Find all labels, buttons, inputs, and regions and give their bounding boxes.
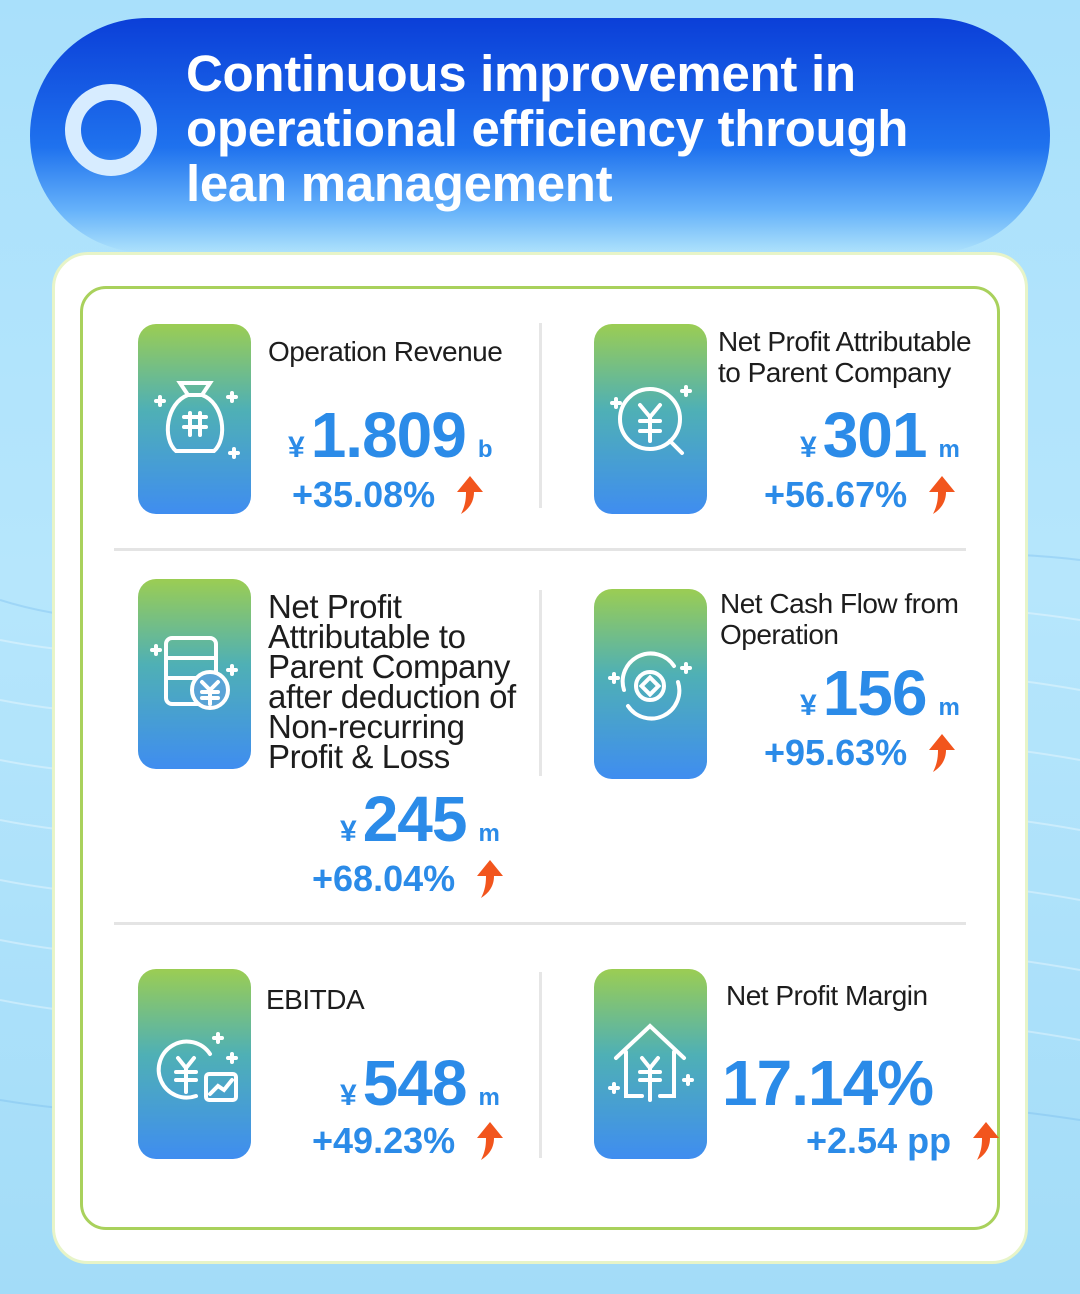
metric-change: +49.23% bbox=[312, 1120, 505, 1162]
row-divider bbox=[114, 548, 966, 551]
money-bag-icon bbox=[138, 324, 251, 514]
metric-value: ¥156 m bbox=[800, 657, 960, 729]
metric-label: Net Profit Attributable to Parent Compan… bbox=[268, 588, 516, 775]
metric-value: ¥301 m bbox=[800, 399, 960, 471]
metric-value: ¥245 m bbox=[340, 783, 500, 855]
page-title: Continuous improvement in operational ef… bbox=[186, 45, 909, 212]
metric-change: +95.63% bbox=[764, 732, 957, 774]
metric-value: ¥548 m bbox=[340, 1047, 500, 1119]
metrics-frame bbox=[80, 286, 1000, 1230]
metric-label: Net Profit Attributable to Parent Compan… bbox=[718, 326, 972, 388]
ring-icon bbox=[65, 84, 157, 176]
metric-value: ¥1.809 b bbox=[288, 399, 493, 471]
up-arrow-icon bbox=[929, 734, 956, 772]
metric-label: EBITDA bbox=[266, 984, 365, 1015]
up-arrow-icon bbox=[929, 476, 956, 514]
up-arrow-icon bbox=[477, 860, 504, 898]
up-arrow-icon bbox=[973, 1122, 1000, 1160]
title-banner bbox=[30, 18, 1050, 253]
metric-value: 17.14% bbox=[722, 1047, 934, 1119]
up-arrow-icon bbox=[457, 476, 484, 514]
row-divider bbox=[114, 922, 966, 925]
column-divider bbox=[539, 323, 542, 508]
metric-label: Net Cash Flow from Operation bbox=[720, 588, 959, 650]
metric-change: +2.54 pp bbox=[806, 1120, 1001, 1162]
metric-label: Operation Revenue bbox=[268, 336, 503, 367]
house-yuan-icon bbox=[594, 969, 707, 1159]
column-divider bbox=[539, 972, 542, 1158]
metric-change: +56.67% bbox=[764, 474, 957, 516]
yuan-coin-search-icon bbox=[594, 324, 707, 514]
ledger-yuan-icon bbox=[138, 579, 251, 769]
cash-flow-cycle-icon bbox=[594, 589, 707, 779]
metric-change: +35.08% bbox=[292, 474, 485, 516]
metric-label: Net Profit Margin bbox=[726, 980, 928, 1011]
yuan-chart-icon bbox=[138, 969, 251, 1159]
column-divider bbox=[539, 590, 542, 776]
up-arrow-icon bbox=[477, 1122, 504, 1160]
metric-change: +68.04% bbox=[312, 858, 505, 900]
